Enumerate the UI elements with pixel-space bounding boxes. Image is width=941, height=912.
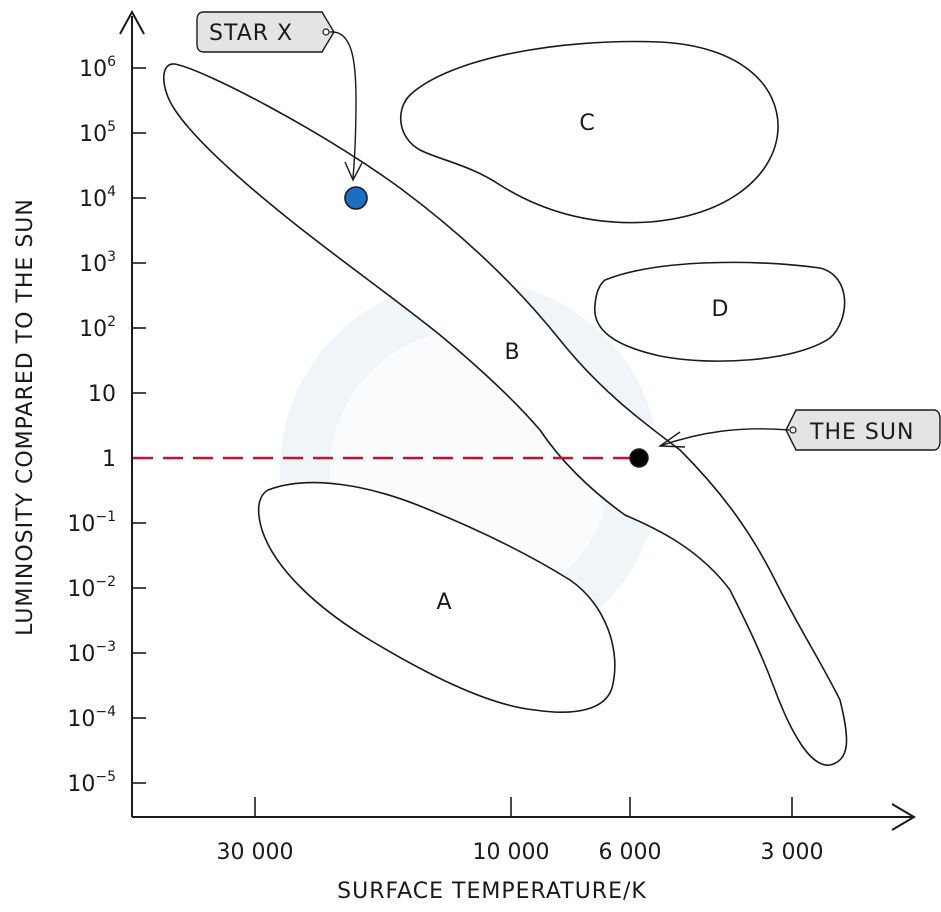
y-tick-label: 10−4 — [67, 704, 116, 732]
star-x-arrow — [329, 31, 357, 179]
y-tick-label: 10−2 — [67, 574, 116, 602]
y-tick-label: 10−5 — [67, 769, 116, 797]
region-label-d: D — [712, 297, 729, 322]
x-axis-title: SURFACE TEMPERATURE/K — [337, 879, 647, 904]
x-axis — [132, 803, 916, 831]
y-tick-label: 103 — [79, 249, 116, 277]
region-label-a: A — [436, 590, 451, 615]
y-tick-label: 10−3 — [67, 639, 116, 667]
region-label-b: B — [504, 340, 519, 365]
star-x-label: STAR X — [209, 21, 293, 46]
star-x-point — [344, 186, 368, 210]
star-x-callout: STAR X — [196, 11, 363, 182]
x-tick-label: 3 000 — [761, 840, 824, 865]
x-tick-label: 30 000 — [217, 840, 294, 865]
x-tick-group: 30 000 10 000 6 000 3 000 — [217, 797, 824, 865]
sun-callout: THE SUN — [657, 409, 941, 451]
y-tick-label: 105 — [79, 119, 116, 147]
y-axis-title: LUMINOSITY COMPARED TO THE SUN — [13, 198, 38, 636]
y-tick-label: 102 — [79, 314, 116, 342]
x-tick-label: 6 000 — [599, 840, 662, 865]
sun-point — [629, 448, 649, 468]
region-label-c: C — [579, 111, 594, 136]
region-c — [399, 40, 779, 224]
region-d — [594, 261, 846, 362]
y-tick-label: 10−1 — [67, 509, 116, 537]
sun-label: THE SUN — [809, 420, 914, 445]
y-axis — [119, 9, 145, 817]
star-x-tag — [196, 11, 335, 53]
y-tick-label: 10 — [88, 382, 116, 407]
region-b — [163, 63, 848, 766]
region-a — [257, 481, 616, 713]
y-tick-label: 106 — [79, 54, 116, 82]
sun-arrow — [659, 428, 790, 447]
x-tick-label: 10 000 — [473, 840, 550, 865]
y-tick-label: 104 — [79, 184, 116, 212]
y-tick-label: 1 — [102, 447, 116, 472]
sun-tag — [785, 409, 941, 451]
